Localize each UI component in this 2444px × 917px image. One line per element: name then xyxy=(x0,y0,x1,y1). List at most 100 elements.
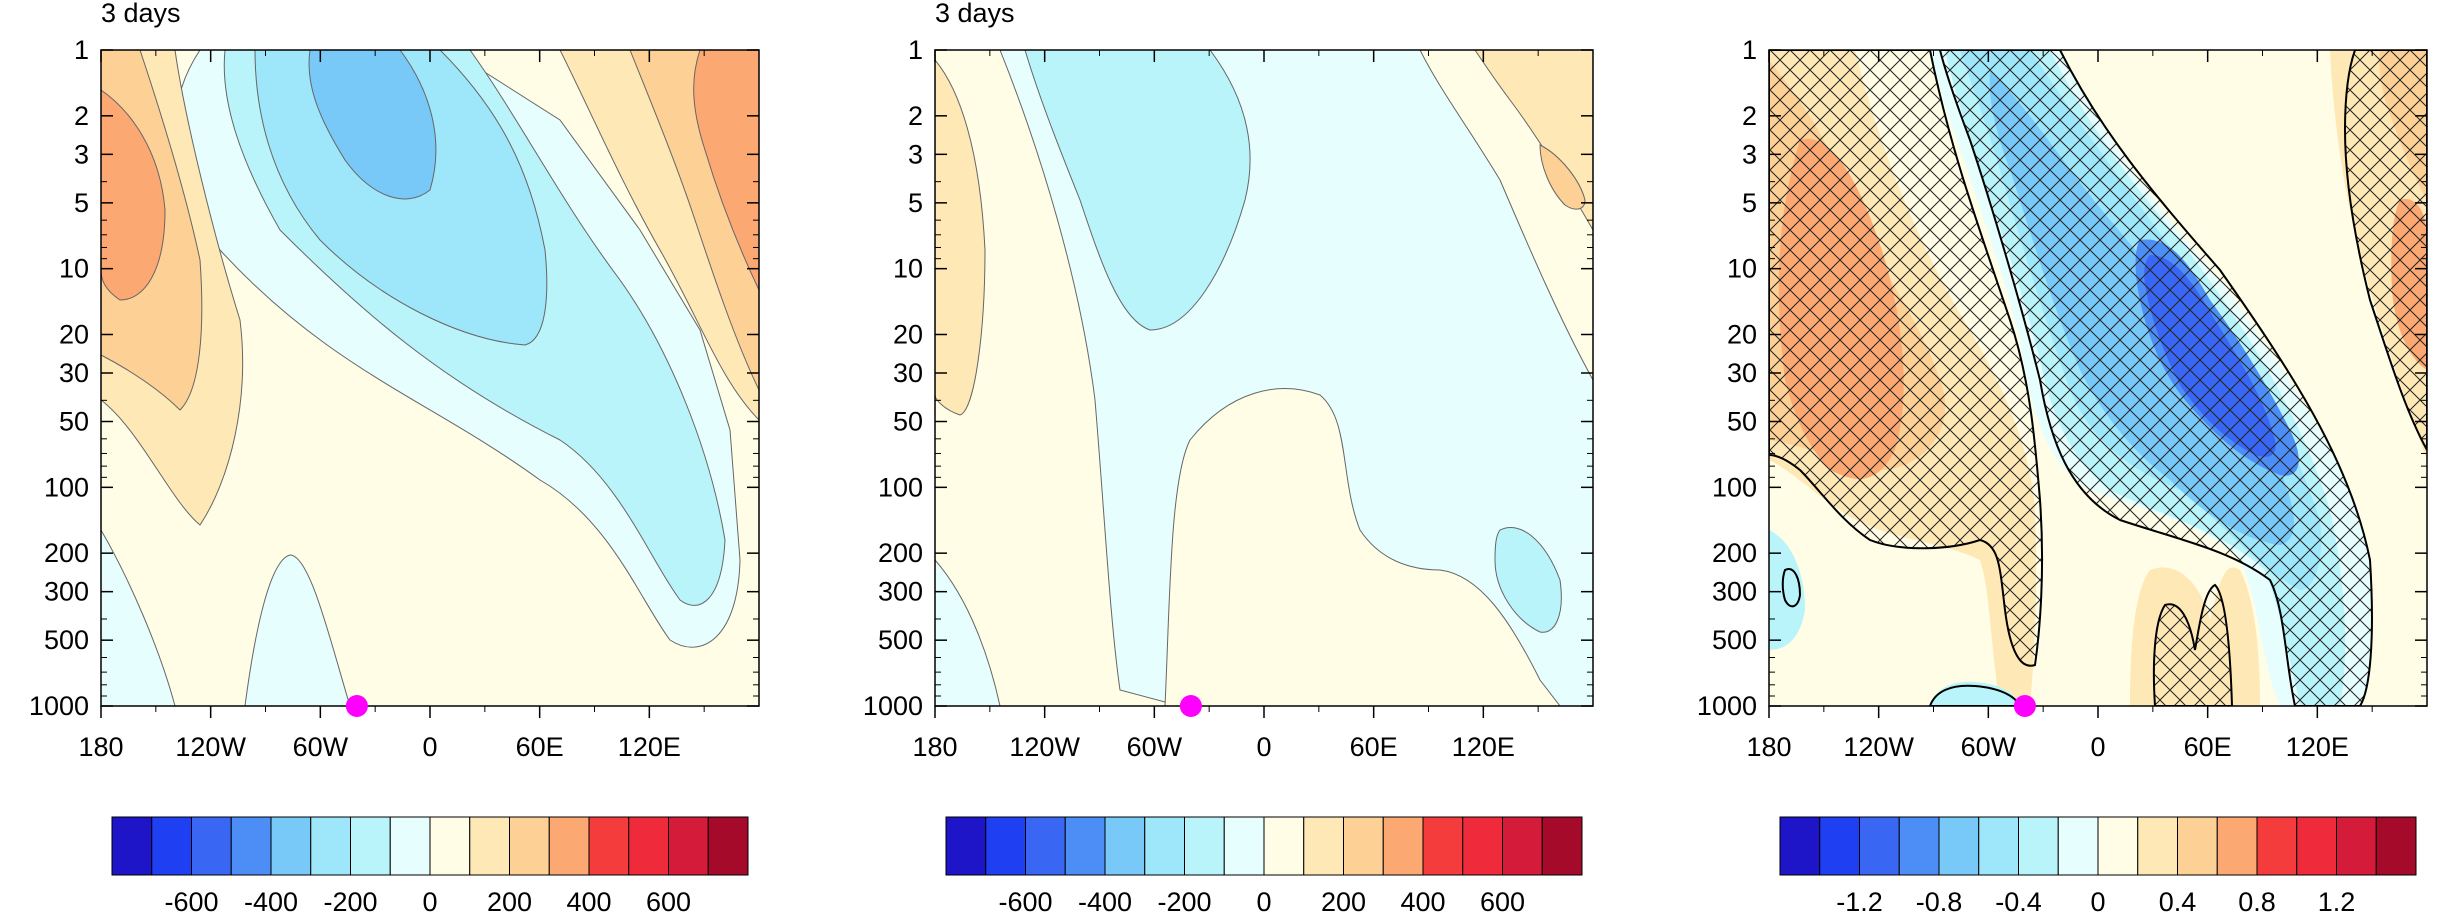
colorbar-label: -200 xyxy=(323,887,377,917)
x-tick-label: 60W xyxy=(1961,732,2017,762)
colorbar-label: 600 xyxy=(1480,887,1525,917)
colorbar-box xyxy=(1859,816,1900,876)
colorbar-box xyxy=(270,816,312,876)
colorbar-box xyxy=(707,816,749,876)
y-tick-label: 3 xyxy=(74,139,89,169)
x-tick-label: 180 xyxy=(912,732,957,762)
colorbar-label: 0.8 xyxy=(2238,887,2276,917)
x-tick-label: 60E xyxy=(2184,732,2232,762)
y-tick-label: 50 xyxy=(59,407,89,437)
colorbar-label: 0 xyxy=(1256,887,1271,917)
colorbar-label: -200 xyxy=(1157,887,1211,917)
colorbar-box xyxy=(310,816,351,876)
colorbar-box xyxy=(2296,816,2337,876)
y-tick-label: 50 xyxy=(893,407,923,437)
p1-low-blue2 xyxy=(244,554,351,706)
colorbar-box xyxy=(1223,816,1265,876)
p3-hatch-low xyxy=(2152,583,2234,706)
p3-hatch-center xyxy=(1938,50,2373,706)
y-tick-label: 2 xyxy=(1742,101,1757,131)
panel-2-marker xyxy=(1179,695,1202,717)
p3-low-blue-left xyxy=(1769,530,1805,650)
colorbar-box xyxy=(628,816,669,876)
p2-left-yellow xyxy=(935,50,1181,706)
colorbar-label: -1.2 xyxy=(1836,887,1883,917)
x-tick-label: 60E xyxy=(516,732,564,762)
colorbar-box xyxy=(151,816,192,876)
p2-right-core xyxy=(1539,144,1586,210)
panel-3-yticks: 1 2 3 5 10 20 30 50 100 200 300 500 1000 xyxy=(1697,35,2427,721)
colorbar-label: 400 xyxy=(1400,887,1445,917)
y-tick-label: 30 xyxy=(59,358,89,388)
y-tick-label: 5 xyxy=(1742,188,1757,218)
x-tick-label: 180 xyxy=(78,732,123,762)
x-tick-label: 120E xyxy=(2286,732,2349,762)
y-tick-label: 5 xyxy=(74,188,89,218)
colorbar-box xyxy=(1104,816,1146,876)
colorbar-2: -600 -400 -200 0 200 400 600 xyxy=(945,816,1583,917)
panel-2-title: 3 days xyxy=(935,0,1015,28)
y-tick-label: 20 xyxy=(59,319,89,349)
x-tick-label: 180 xyxy=(1746,732,1791,762)
colorbar-box xyxy=(2216,816,2258,876)
colorbar-box xyxy=(668,816,709,876)
y-tick-label: 10 xyxy=(59,254,89,284)
colorbar-box xyxy=(1938,816,1980,876)
panel-2-field xyxy=(935,50,1593,706)
y-tick-label: 300 xyxy=(878,577,923,607)
panel-3-field xyxy=(1769,50,2427,706)
y-tick-label: 200 xyxy=(878,538,923,568)
y-tick-label: 20 xyxy=(1727,319,1757,349)
colorbar-box xyxy=(1779,816,1821,876)
colorbar-label: -600 xyxy=(164,887,218,917)
colorbar-1: -600 -400 -200 0 200 400 600 xyxy=(111,816,749,917)
x-tick-label: 0 xyxy=(2090,732,2105,762)
panel-1-marker xyxy=(345,695,368,717)
p2-right-orange xyxy=(1474,50,1593,232)
p1-right-core xyxy=(693,50,759,291)
x-tick-label: 60E xyxy=(1350,732,1398,762)
x-tick-label: 0 xyxy=(422,732,437,762)
colorbar-box xyxy=(2256,816,2298,876)
colorbar-box xyxy=(2018,816,2059,876)
panel-2-yticks: 1 2 3 5 10 20 30 50 100 200 300 500 1000 xyxy=(863,35,1593,721)
y-tick-label: 500 xyxy=(878,625,923,655)
colorbar-box xyxy=(1064,816,1106,876)
y-tick-label: 300 xyxy=(44,577,89,607)
y-tick-label: 5 xyxy=(908,188,923,218)
p2-top-blue xyxy=(1024,50,1251,331)
y-tick-label: 30 xyxy=(1727,358,1757,388)
colorbar-box xyxy=(985,816,1026,876)
colorbar-box xyxy=(429,816,471,876)
y-tick-label: 100 xyxy=(878,472,923,502)
y-tick-label: 30 xyxy=(893,358,923,388)
colorbar-label: 0 xyxy=(422,887,437,917)
colorbar-box xyxy=(2057,816,2099,876)
x-tick-label: 120W xyxy=(1009,732,1080,762)
y-tick-label: 10 xyxy=(1727,254,1757,284)
colorbar-box xyxy=(2137,816,2178,876)
y-tick-label: 100 xyxy=(1712,472,1757,502)
y-tick-label: 2 xyxy=(74,101,89,131)
colorbar-label: 600 xyxy=(646,887,691,917)
y-tick-label: 1000 xyxy=(863,691,923,721)
panel-1-title: 3 days xyxy=(101,0,181,28)
x-tick-label: 120W xyxy=(1843,732,1914,762)
colorbar-box xyxy=(1263,816,1305,876)
colorbar-box xyxy=(2336,816,2377,876)
colorbar-label: 0 xyxy=(2090,887,2105,917)
p2-left-orange xyxy=(935,59,986,416)
panel-3-marker xyxy=(2013,695,2036,717)
colorbar-label: -400 xyxy=(1078,887,1132,917)
y-tick-label: 50 xyxy=(1727,407,1757,437)
y-tick-label: 1 xyxy=(1742,35,1757,65)
y-tick-label: 300 xyxy=(1712,577,1757,607)
x-tick-label: 0 xyxy=(1256,732,1271,762)
colorbar-box xyxy=(548,816,590,876)
panel-3: 1 2 3 5 10 20 30 50 100 200 300 500 1000 180 120W 60W 0… xyxy=(1697,35,2428,762)
colorbar-label: -0.8 xyxy=(1916,887,1963,917)
p1-blue-core xyxy=(308,50,437,200)
colorbar-box xyxy=(111,816,153,876)
